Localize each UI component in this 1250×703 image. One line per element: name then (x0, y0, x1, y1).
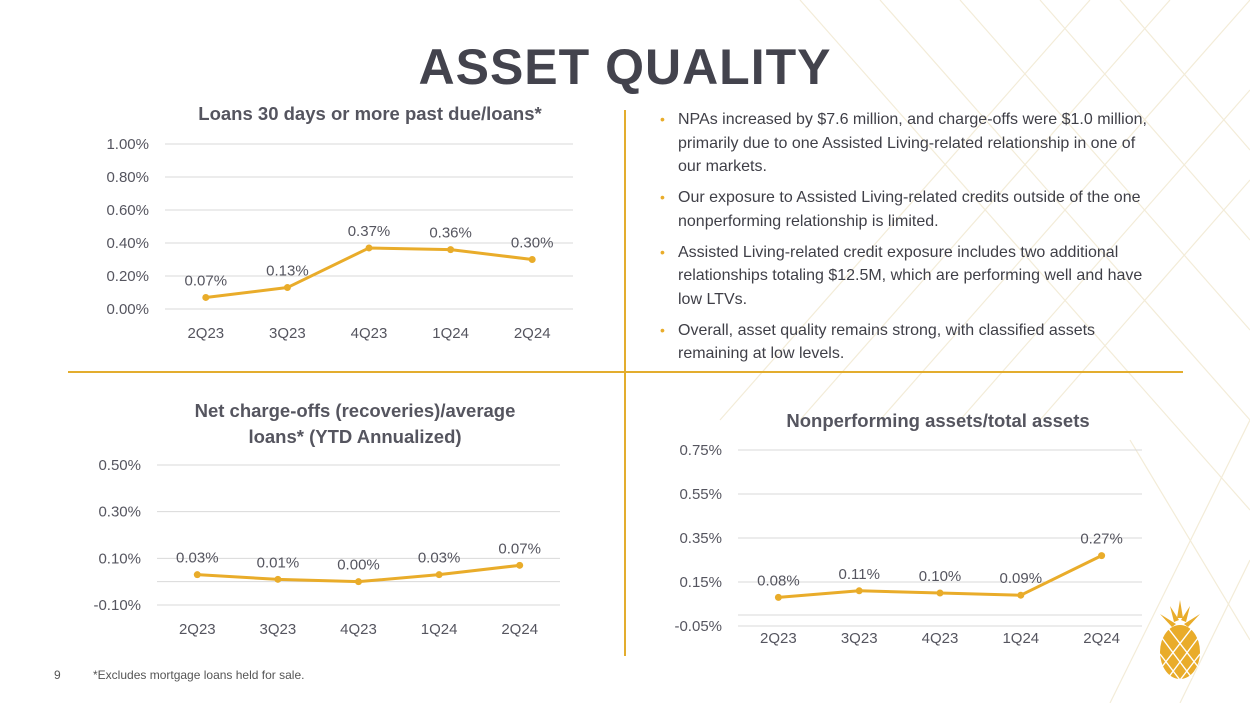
data-label: 0.13% (266, 263, 309, 280)
data-label: 0.03% (418, 550, 461, 567)
chart-title-line-2: loans* (YTD Annualized) (248, 426, 461, 447)
data-point (528, 256, 536, 263)
x-tick-label: 2Q24 (514, 325, 551, 342)
x-tick-label: 4Q23 (922, 630, 959, 647)
y-tick-label: 0.50% (98, 457, 141, 474)
bullet-dot-icon: • (660, 243, 665, 260)
bullet-dot-icon: • (660, 321, 665, 338)
y-tick-label: 0.80% (106, 169, 149, 186)
data-point (1017, 591, 1025, 599)
y-tick-label: 0.20% (106, 268, 149, 285)
data-point (355, 578, 362, 586)
x-tick-label: 4Q23 (340, 621, 377, 638)
vertical-divider (624, 110, 626, 656)
x-tick-label: 2Q23 (179, 621, 216, 638)
data-point (283, 284, 291, 292)
footnote: *Excludes mortgage loans held for sale. (93, 668, 305, 682)
data-point (202, 293, 210, 301)
x-tick-label: 2Q23 (760, 630, 797, 647)
pineapple-logo-icon (1159, 600, 1201, 681)
commentary-bullets: • NPAs increased by $7.6 million, and cha… (660, 108, 1160, 373)
y-tick-label: 0.75% (679, 442, 722, 459)
y-tick-label: -0.05% (674, 618, 722, 635)
data-point (936, 589, 944, 597)
y-tick-label: 0.15% (679, 574, 722, 591)
data-point (193, 571, 201, 579)
data-label: 0.11% (838, 566, 879, 583)
data-label: 0.36% (429, 225, 472, 242)
data-label: 0.37% (348, 223, 391, 240)
data-point (516, 561, 524, 569)
y-tick-label: 1.00% (106, 136, 149, 153)
x-tick-label: 1Q24 (1002, 630, 1039, 647)
data-point (447, 246, 455, 254)
data-label: 0.07% (185, 272, 228, 289)
page-title: ASSET QUALITY (418, 39, 832, 95)
x-tick-label: 4Q23 (351, 325, 388, 342)
chart-title: Loans 30 days or more past due/loans* (198, 103, 542, 124)
bullet-item: • NPAs increased by $7.6 million, and cha… (660, 108, 1160, 179)
data-label: 0.08% (757, 572, 800, 589)
data-label: 0.30% (511, 235, 554, 252)
y-tick-label: 0.40% (106, 235, 149, 252)
chart-title: Nonperforming assets/total assets (786, 410, 1089, 431)
chart-title-line-1: Net charge-offs (recoveries)/average (195, 400, 516, 421)
data-label: 0.01% (257, 554, 300, 571)
data-point (365, 244, 373, 252)
bullet-item: • Our exposure to Assisted Living-related… (660, 186, 1160, 233)
data-point (855, 587, 863, 595)
bullet-dot-icon: • (660, 111, 665, 127)
data-point (1098, 552, 1106, 560)
data-label: 0.07% (498, 540, 541, 557)
data-label: 0.10% (919, 568, 962, 585)
y-tick-label: 0.55% (679, 486, 722, 503)
horizontal-divider (68, 371, 1183, 373)
data-label: 0.27% (1080, 531, 1123, 548)
bullet-dot-icon: • (660, 189, 665, 205)
y-tick-label: 0.10% (98, 550, 141, 567)
x-tick-label: 1Q24 (421, 621, 458, 638)
x-tick-label: 2Q23 (187, 325, 224, 342)
data-point (774, 593, 782, 601)
y-tick-label: 0.60% (106, 202, 149, 219)
bullet-item: • Overall, asset quality remains strong, … (660, 319, 1160, 366)
x-tick-label: 3Q23 (260, 621, 297, 638)
y-tick-label: 0.00% (106, 301, 149, 318)
bullet-item: • Assisted Living-related credit exposure… (660, 241, 1160, 312)
page-number: 9 (54, 668, 61, 682)
data-label: 0.03% (176, 550, 219, 567)
data-point (435, 571, 443, 579)
y-tick-label: -0.10% (93, 597, 141, 614)
data-label: 0.09% (1000, 570, 1043, 587)
x-tick-label: 3Q23 (269, 325, 306, 342)
y-tick-label: 0.35% (679, 530, 722, 547)
x-tick-label: 2Q24 (501, 621, 538, 638)
y-tick-label: 0.30% (98, 504, 141, 521)
x-tick-label: 1Q24 (432, 325, 469, 342)
data-point (274, 575, 282, 583)
data-label: 0.00% (337, 557, 380, 574)
x-tick-label: 2Q24 (1083, 630, 1120, 647)
x-tick-label: 3Q23 (841, 630, 878, 647)
